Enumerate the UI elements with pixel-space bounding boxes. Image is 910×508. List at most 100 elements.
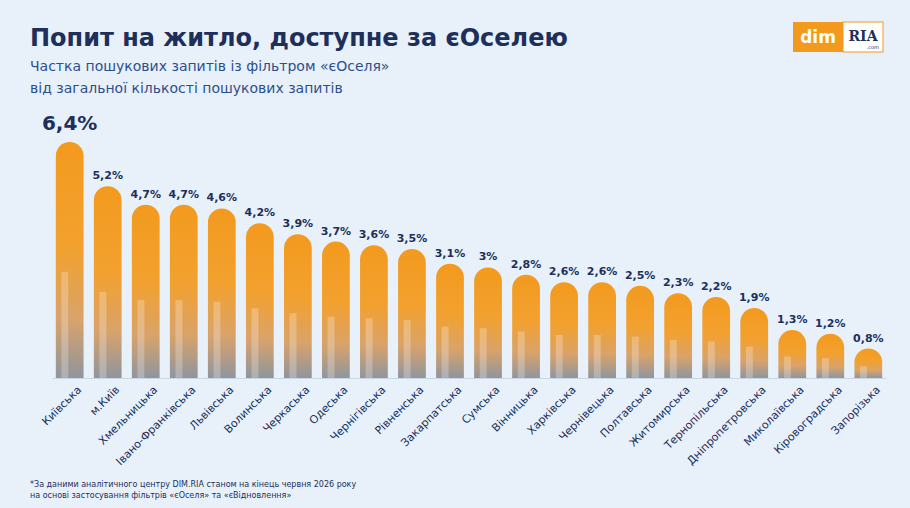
- bar: [56, 142, 84, 378]
- bar-texture: [860, 366, 867, 378]
- bar-texture: [328, 317, 335, 378]
- data-label: 3,5%: [397, 232, 428, 245]
- bar: [170, 205, 198, 378]
- tick: Черкаська: [260, 378, 312, 435]
- data-label: 4,7%: [130, 188, 161, 201]
- tick: Кіровоградська: [771, 378, 844, 457]
- title: Попит на житло, доступне за єОселею: [30, 24, 568, 52]
- data-label: 4,2%: [245, 206, 276, 219]
- chart: Попит на житло, доступне за єОселею Частк…: [0, 0, 910, 508]
- data-label: 2,3%: [663, 276, 694, 289]
- bar-texture: [137, 300, 144, 378]
- bar: [436, 264, 464, 378]
- data-label: 2,2%: [701, 280, 732, 293]
- data-label: 3%: [479, 250, 498, 263]
- bar: [94, 186, 122, 378]
- bar-texture: [366, 318, 373, 378]
- tick-label: м.Київ: [87, 383, 122, 418]
- data-label: 0,8%: [853, 332, 884, 345]
- bar-texture: [822, 358, 829, 378]
- data-label: 5,2%: [92, 169, 123, 182]
- tick-label: Івано-Франківська: [114, 383, 199, 468]
- tick: Дніпропетровська: [684, 378, 768, 468]
- bar: [854, 349, 882, 379]
- bar: [778, 330, 806, 378]
- tick: Закарпатська: [398, 378, 464, 449]
- bar-texture: [252, 308, 259, 378]
- bar: [550, 282, 578, 378]
- logo-text: .com: [867, 44, 879, 50]
- bar-texture: [442, 327, 449, 378]
- bar: [284, 234, 312, 378]
- bar-texture: [556, 335, 563, 378]
- bars: [56, 142, 882, 378]
- bar-texture: [213, 302, 220, 378]
- data-label: 3,6%: [359, 228, 390, 241]
- bar-texture: [594, 335, 601, 378]
- data-label: 1,9%: [739, 291, 770, 304]
- subtitle: від загальної кількості пошукових запиті…: [30, 80, 343, 96]
- data-label: 3,1%: [435, 247, 466, 260]
- bar: [208, 208, 236, 378]
- tick-label: Запорізька: [829, 383, 883, 437]
- data-label: 1,2%: [815, 317, 846, 330]
- tick: Тернопільська: [661, 378, 730, 453]
- bar-texture: [99, 292, 106, 378]
- tick-label: Кіровоградська: [771, 383, 844, 456]
- bar: [398, 249, 426, 378]
- tick-label: Закарпатська: [398, 383, 464, 449]
- bar: [626, 286, 654, 378]
- logo-box: [843, 22, 883, 52]
- tick: Івано-Франківська: [114, 378, 199, 468]
- logo-text: RIA: [848, 28, 878, 44]
- tick-label: Черкаська: [260, 383, 312, 435]
- bar-texture: [480, 328, 487, 378]
- bar: [474, 267, 502, 378]
- tick: Київська: [39, 378, 84, 428]
- tick-label: Київська: [39, 383, 84, 428]
- bar-texture: [708, 341, 715, 378]
- subtitle: Частка пошукових запитів із фільтром «єО…: [30, 58, 389, 74]
- data-label: 4,6%: [207, 191, 238, 204]
- bar: [664, 293, 692, 378]
- data-labels: 6,4% 5,2% 4,7% 4,7% 4,6% 4,2% 3,9% 3,7% 3,6% 3,5%…: [42, 111, 884, 345]
- bar: [132, 205, 160, 378]
- bar-texture: [290, 313, 297, 378]
- bar-texture: [746, 346, 753, 378]
- bar: [512, 275, 540, 378]
- logo-text: dim: [800, 27, 836, 47]
- data-label: 3,9%: [283, 217, 314, 230]
- tick: Запорізька: [829, 378, 883, 437]
- footnote: *За даними аналітичного центру DIM.RIA с…: [30, 480, 356, 489]
- data-label: 3,7%: [321, 225, 352, 238]
- bar: [322, 242, 350, 378]
- data-label: 2,6%: [587, 265, 618, 278]
- data-label: 2,8%: [511, 258, 542, 271]
- data-label: 1,3%: [777, 313, 808, 326]
- x-axis: Київськам.КиївХмельницькаІвано-Франківсь…: [39, 378, 886, 468]
- data-label: 2,6%: [549, 265, 580, 278]
- bar: [740, 308, 768, 378]
- bar-texture: [784, 356, 791, 378]
- bar: [816, 334, 844, 378]
- footnote: на основі застосування фільтрів «єОселя»…: [30, 491, 291, 500]
- tick: м.Київ: [87, 378, 122, 418]
- data-label: 6,4%: [42, 111, 97, 135]
- data-label: 4,7%: [169, 188, 200, 201]
- bar: [702, 297, 730, 378]
- bar: [360, 245, 388, 378]
- bar-texture: [61, 272, 68, 378]
- background: [0, 0, 910, 508]
- logo: dim RIA.com: [793, 22, 883, 52]
- bar-texture: [175, 300, 182, 378]
- bar-texture: [404, 320, 411, 378]
- bar: [246, 223, 274, 378]
- axis-line: [53, 378, 887, 379]
- bar-texture: [670, 340, 677, 378]
- data-label: 2,5%: [625, 269, 656, 282]
- bar-texture: [518, 332, 525, 378]
- logo-box: [793, 22, 843, 52]
- tick-label: Тернопільська: [661, 383, 730, 452]
- bar-texture: [632, 337, 639, 378]
- bar: [588, 282, 616, 378]
